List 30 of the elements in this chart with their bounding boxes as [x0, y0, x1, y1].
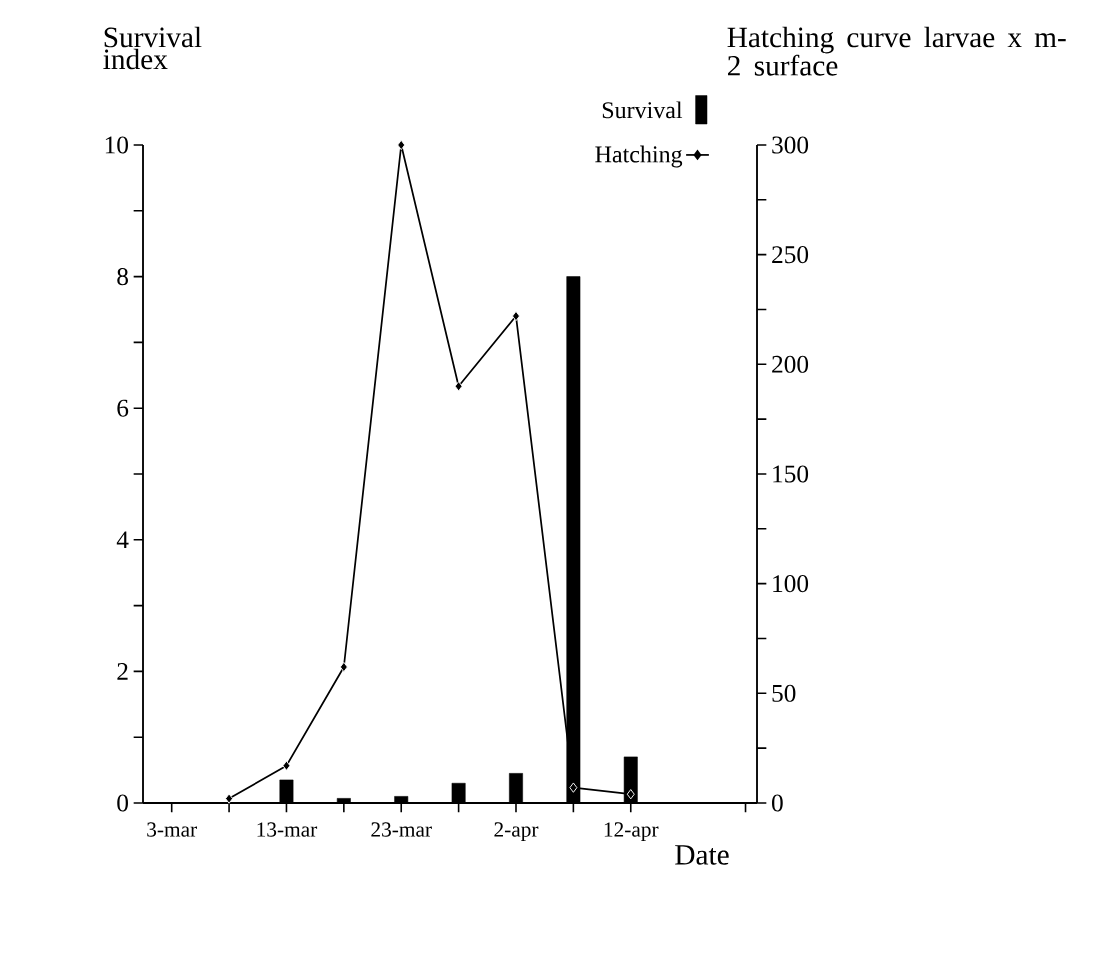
point [339, 661, 348, 673]
x-tick-label: 13-mar [257, 822, 318, 837]
y-tick-label: 4 [116, 531, 129, 549]
y2-tick-label: 0 [772, 794, 783, 812]
y-tick-label: 10 [105, 136, 128, 154]
y-tick-label: 8 [117, 268, 128, 286]
y2-tick-label: 250 [772, 246, 809, 264]
y2-axis-title: Hatching curve larvae x m-2 surface [727, 26, 1066, 76]
x-tick-label: 3-mar [147, 822, 197, 837]
legend-label: Survival [602, 101, 683, 119]
y-tick-label: 0 [117, 794, 128, 812]
point [569, 782, 578, 793]
x-tick-label: 12-apr [604, 822, 659, 842]
point [454, 381, 463, 392]
point [225, 793, 234, 804]
point [282, 760, 291, 771]
y2-tick-label: 50 [772, 684, 796, 702]
y2-tick-label: 200 [772, 355, 809, 373]
y2-tick-label: 150 [773, 465, 809, 483]
y2-tick-label: 100 [773, 575, 809, 593]
x-tick-label: 23-mar [371, 822, 432, 837]
y-tick-label: 2 [117, 663, 128, 680]
legend-label: Hatching [595, 145, 683, 168]
point [626, 789, 635, 800]
point [397, 139, 406, 151]
x-axis-title: Date [675, 845, 729, 865]
y-tick-label: 6 [117, 399, 129, 417]
y2-tick-label: 300 [772, 136, 809, 154]
y-axis-title: Survival index [103, 26, 202, 70]
x-tick-label: 2-apr [494, 822, 539, 842]
